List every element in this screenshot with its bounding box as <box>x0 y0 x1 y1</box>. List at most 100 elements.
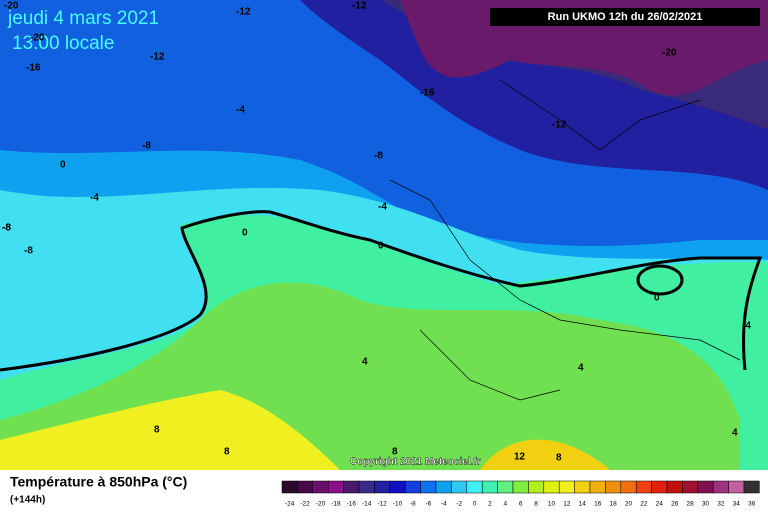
contour-label: -20 <box>4 1 19 12</box>
colorbar-tick-label: 30 <box>702 501 710 508</box>
warmer-zone <box>0 390 340 470</box>
coastlines <box>389 79 741 401</box>
colorbar-swatch <box>512 480 529 494</box>
colorbar-tick-label: 34 <box>733 501 741 508</box>
colorbar-swatch <box>389 480 406 494</box>
colorbar-tick-label: 18 <box>609 501 617 508</box>
contour-label: -8 <box>142 141 151 152</box>
contour-labels: -20 -12 -12 -20 -12 -16 -20 -16 -4 -12 -8 -8 0 -4 -8 -4… <box>2 1 751 464</box>
colorbar-swatch <box>743 480 760 494</box>
colorbar-swatch <box>327 480 344 494</box>
colorbar-swatch <box>404 480 421 494</box>
colorbar-swatch <box>466 480 483 494</box>
colorbar-tick-label: -8 <box>410 501 416 508</box>
colorbar-tick-label: 6 <box>519 501 523 508</box>
lead-time: (+144h) <box>10 495 45 506</box>
zero-isotherm-loop <box>636 264 684 296</box>
colorbar-swatch <box>728 480 745 494</box>
contour-label: 0 <box>60 160 66 171</box>
contour-label: 4 <box>732 428 738 439</box>
colorbar-tick-label: 14 <box>579 501 587 508</box>
contour-label: -16 <box>420 88 435 99</box>
colorbar-tick-label: -18 <box>331 501 341 508</box>
colorbar-swatch <box>481 480 498 494</box>
contour-label: 0 <box>654 293 660 304</box>
copyright: Copyright 2021 Meteociel.fr <box>350 457 481 468</box>
colorbar-swatch <box>682 480 699 494</box>
colorbar-tick-label: -6 <box>425 501 431 508</box>
colorbar-swatch <box>343 480 360 494</box>
colorbar-swatch <box>543 480 560 494</box>
contour-label: 12 <box>514 452 526 463</box>
date-title: jeudi 4 mars 2021 <box>7 8 159 29</box>
colorbar-tick-label: -22 <box>300 501 310 508</box>
run-label: Run UKMO 12h du 26/02/2021 <box>548 11 703 23</box>
colorbar-tick-label: -24 <box>285 501 295 508</box>
colorbar-swatch <box>281 480 298 494</box>
contour-label: 4 <box>578 363 584 374</box>
colorbar-tick-label: -16 <box>347 501 357 508</box>
contour-label: 0 <box>378 241 384 252</box>
contour-label: -12 <box>552 120 567 131</box>
colorbar-swatch <box>651 480 668 494</box>
colorbar-tick-label: 20 <box>625 501 633 508</box>
colorbar-tick-label: 26 <box>671 501 679 508</box>
colorbar-swatch <box>528 480 545 494</box>
zero-isotherm <box>0 210 763 372</box>
colorbar-swatch <box>312 480 329 494</box>
contour-label: -8 <box>2 223 11 234</box>
contour-label: -4 <box>742 321 751 332</box>
contour-label: 0 <box>242 228 248 239</box>
time-title: 13:00 locale <box>12 33 114 54</box>
colorbar-swatch <box>497 480 514 494</box>
contour-label: -8 <box>24 246 33 257</box>
colorbar-swatch <box>374 480 391 494</box>
colorbar-swatch <box>712 480 729 494</box>
contour-label: 8 <box>392 447 398 458</box>
colorbar-tick-label: 28 <box>686 501 694 508</box>
colorbar-swatch <box>558 480 575 494</box>
contour-label: -12 <box>150 52 165 63</box>
run-box <box>490 8 760 26</box>
colorbar-tick-label: -14 <box>362 501 372 508</box>
contour-label: -4 <box>90 193 99 204</box>
colorbar-swatch <box>697 480 714 494</box>
contour-label: -20 <box>662 48 677 59</box>
colorbar-tick-label: -10 <box>393 501 403 508</box>
colorbar-tick-label: 12 <box>563 501 571 508</box>
contour-label: 8 <box>556 453 562 464</box>
colorbar-swatch <box>420 480 437 494</box>
colorbar-swatch <box>574 480 591 494</box>
colorbar: -24 -22 -20 -18 -16 -14 -12 -10 -8 -6 -4 -2 0 2 4 6 8 10 1… <box>281 480 760 508</box>
contour-label: -12 <box>236 7 251 18</box>
contour-label: -8 <box>374 151 383 162</box>
colorbar-tick-label: 2 <box>488 501 492 508</box>
colorbar-tick-label: 0 <box>473 501 477 508</box>
colorbar-swatch <box>635 480 652 494</box>
contour-label: 8 <box>224 447 230 458</box>
colorbar-tick-label: 16 <box>594 501 602 508</box>
contour-label: -16 <box>26 63 41 74</box>
colorbar-swatch <box>358 480 375 494</box>
colorbar-tick-label: 32 <box>717 501 725 508</box>
contour-label: -12 <box>352 1 367 12</box>
contour-label: -4 <box>236 105 245 116</box>
contour-label: -8 <box>2 223 11 234</box>
warmest-zone <box>480 439 610 470</box>
colorbar-swatch <box>435 480 452 494</box>
contour-label: -4 <box>378 202 387 213</box>
colorbar-tick-label: 4 <box>503 501 507 508</box>
colorbar-tick-label: 36 <box>748 501 756 508</box>
colorbar-tick-label: -12 <box>377 501 387 508</box>
colorbar-swatch <box>589 480 606 494</box>
colorbar-swatch <box>620 480 637 494</box>
colorbar-swatch <box>666 480 683 494</box>
colorbar-tick-label: 24 <box>656 501 664 508</box>
colorbar-tick-label: -20 <box>316 501 326 508</box>
contour-label: 8 <box>154 425 160 436</box>
colorbar-swatch <box>297 480 314 494</box>
contour-label: 4 <box>362 357 368 368</box>
colorbar-tick-label: 22 <box>640 501 648 508</box>
